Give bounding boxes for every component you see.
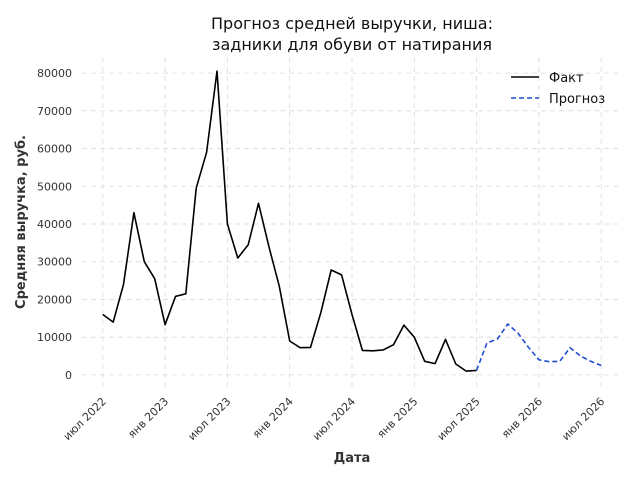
- x-axis-ticks: июл 2022 янв 2023 июл 2023 янв 2024 июл 2024…: [61, 395, 608, 443]
- x-tick-label: июл 2024: [310, 395, 358, 443]
- y-tick-label: 60000: [37, 143, 72, 156]
- x-axis-label: Дата: [334, 451, 371, 466]
- legend: Факт Прогноз: [511, 71, 605, 107]
- x-tick-label: янв 2025: [375, 395, 421, 441]
- chart-title-line-1: Прогноз средней выручки, ниша:: [211, 14, 493, 33]
- y-axis-label: Средняя выручка, руб.: [14, 135, 29, 309]
- x-tick-label: янв 2023: [125, 395, 171, 441]
- y-axis-ticks: 0 10000 20000 30000 40000 50000 60000 70000 8000…: [37, 67, 72, 382]
- x-tick-label: янв 2024: [250, 395, 296, 441]
- y-tick-label: 10000: [37, 331, 72, 344]
- y-tick-label: 40000: [37, 218, 72, 231]
- series-lines: [102, 70, 602, 372]
- y-tick-label: 50000: [37, 180, 72, 193]
- x-tick-label: июл 2022: [61, 395, 109, 443]
- y-tick-label: 30000: [37, 256, 72, 269]
- legend-label-forecast: Прогноз: [549, 92, 605, 107]
- chart-title-line-2: задники для обуви от натирания: [212, 35, 492, 54]
- y-tick-label: 70000: [37, 105, 72, 118]
- series-line-1: [475, 323, 602, 371]
- x-tick-label: июл 2023: [185, 395, 233, 443]
- x-tick-label: июл 2026: [559, 395, 607, 443]
- y-tick-label: 0: [65, 369, 72, 382]
- series-line-0: [102, 70, 477, 372]
- x-tick-label: янв 2026: [499, 395, 545, 441]
- legend-label-fact: Факт: [549, 71, 584, 86]
- y-tick-label: 80000: [37, 67, 72, 80]
- grid: [82, 58, 622, 390]
- y-tick-label: 20000: [37, 293, 72, 306]
- x-tick-label: июл 2025: [435, 395, 483, 443]
